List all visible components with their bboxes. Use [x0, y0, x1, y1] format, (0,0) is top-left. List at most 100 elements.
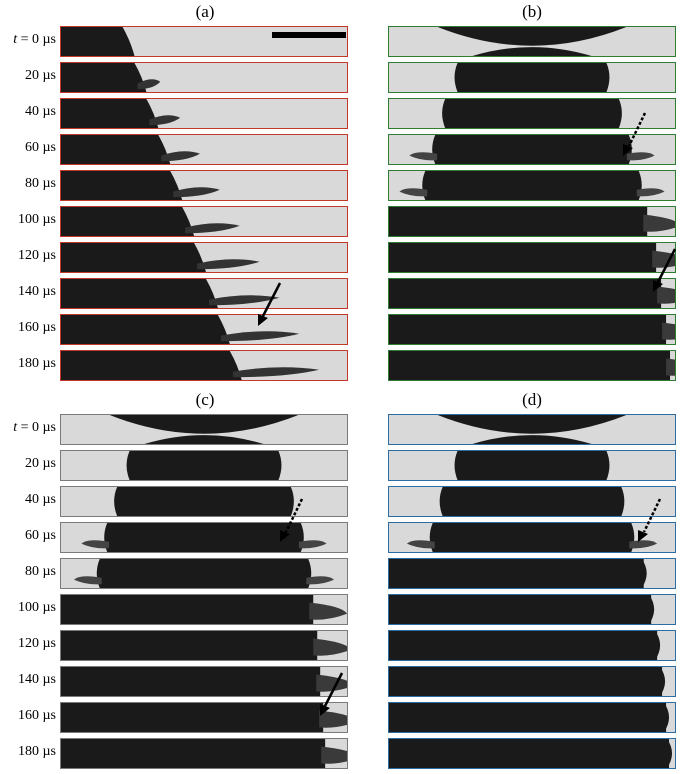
time-label-bottom-9: 180 µs [17, 744, 56, 759]
frame-c-1 [60, 450, 348, 481]
frame-image [109, 415, 299, 444]
frame-b-3 [388, 134, 676, 165]
frame-image [61, 207, 240, 236]
frame-d-6 [388, 630, 676, 661]
frame-image [61, 595, 347, 624]
time-label-top-3: 60 µs [24, 140, 56, 155]
frame-c-6 [60, 630, 348, 661]
frame-a-8 [60, 314, 348, 345]
frame-a-5 [60, 206, 348, 237]
panel-label-a: (a) [195, 2, 215, 21]
frame-b-9 [388, 350, 676, 381]
time-label-bottom-4: 80 µs [24, 564, 56, 579]
frame-c-3 [60, 522, 348, 553]
time-label-top-0: t = 0 µs [0, 32, 56, 48]
time-label-bottom-8: 160 µs [17, 708, 56, 723]
time-rest: = 0 µs [17, 32, 56, 47]
time-var: t [13, 32, 18, 47]
arrow-solid-a [258, 282, 282, 326]
frame-image [61, 667, 347, 696]
frame-a-1 [60, 62, 348, 93]
time-rest: = 0 µs [17, 420, 56, 435]
frame-a-9 [60, 350, 348, 381]
frame-d-2 [388, 486, 676, 517]
arrow-dotted-b [623, 112, 647, 156]
time-var: t [13, 420, 18, 435]
frame-image [126, 451, 282, 480]
frame-d-3 [388, 522, 676, 553]
frame-image [389, 667, 666, 696]
frame-image [61, 135, 201, 164]
frame-a-4 [60, 170, 348, 201]
frame-image [61, 63, 161, 92]
frame-image [389, 631, 661, 660]
frame-image [61, 315, 300, 344]
frame-image [61, 351, 320, 380]
arrow-solid-b [653, 248, 677, 292]
frame-a-7 [60, 278, 348, 309]
time-label-top-5: 100 µs [17, 212, 56, 227]
frame-image [61, 631, 347, 660]
frame-c-2 [60, 486, 348, 517]
frame-image [409, 135, 655, 164]
frame-a-3 [60, 134, 348, 165]
frame-d-1 [388, 450, 676, 481]
frame-image [439, 487, 625, 516]
frame-image [61, 99, 181, 128]
time-label-bottom-5: 100 µs [17, 600, 56, 615]
frame-image [61, 243, 260, 272]
time-label-top-8: 160 µs [17, 320, 56, 335]
time-label-top-9: 180 µs [17, 356, 56, 371]
arrow-solid-c [320, 672, 344, 716]
frame-c-9 [60, 738, 348, 769]
frame-image [399, 171, 665, 200]
frame-b-2 [388, 98, 676, 129]
frame-c-8 [60, 702, 348, 733]
frame-b-4 [388, 170, 676, 201]
panel-label-c: (c) [195, 390, 215, 409]
time-label-bottom-6: 120 µs [17, 636, 56, 651]
frame-image [81, 523, 327, 552]
frame-b-6 [388, 242, 676, 273]
panel-label-d: (d) [522, 390, 542, 409]
frame-c-0 [60, 414, 348, 445]
frame-image [389, 315, 675, 344]
frame-image [114, 487, 294, 516]
frame-image [442, 99, 622, 128]
frame-c-7 [60, 666, 348, 697]
time-label-bottom-2: 40 µs [24, 492, 56, 507]
frame-image [454, 63, 610, 92]
frame-image [406, 523, 658, 552]
frame-d-0 [388, 414, 676, 445]
time-label-top-4: 80 µs [24, 176, 56, 191]
frame-image [389, 243, 675, 272]
frame-image [437, 415, 627, 444]
frame-image [389, 207, 675, 236]
frame-image [389, 703, 670, 732]
time-label-bottom-0: t = 0 µs [0, 420, 56, 436]
frame-d-7 [388, 666, 676, 697]
frame-b-0 [388, 26, 676, 57]
frame-c-4 [60, 558, 348, 589]
frame-image [61, 739, 347, 768]
frame-image [389, 595, 655, 624]
frame-image [389, 739, 673, 768]
time-label-top-2: 40 µs [24, 104, 56, 119]
frame-image [61, 171, 220, 200]
time-label-bottom-1: 20 µs [24, 456, 56, 471]
frame-image [389, 559, 647, 588]
frame-image [437, 27, 627, 56]
frame-c-5 [60, 594, 348, 625]
frame-image [73, 559, 335, 588]
arrow-dotted-d [638, 498, 662, 542]
frame-d-5 [388, 594, 676, 625]
scale-bar [272, 32, 346, 38]
time-label-top-1: 20 µs [24, 68, 56, 83]
frame-b-8 [388, 314, 676, 345]
time-label-top-7: 140 µs [17, 284, 56, 299]
frame-b-7 [388, 278, 676, 309]
frame-d-4 [388, 558, 676, 589]
frame-image [61, 27, 135, 56]
frame-b-1 [388, 62, 676, 93]
frame-b-5 [388, 206, 676, 237]
